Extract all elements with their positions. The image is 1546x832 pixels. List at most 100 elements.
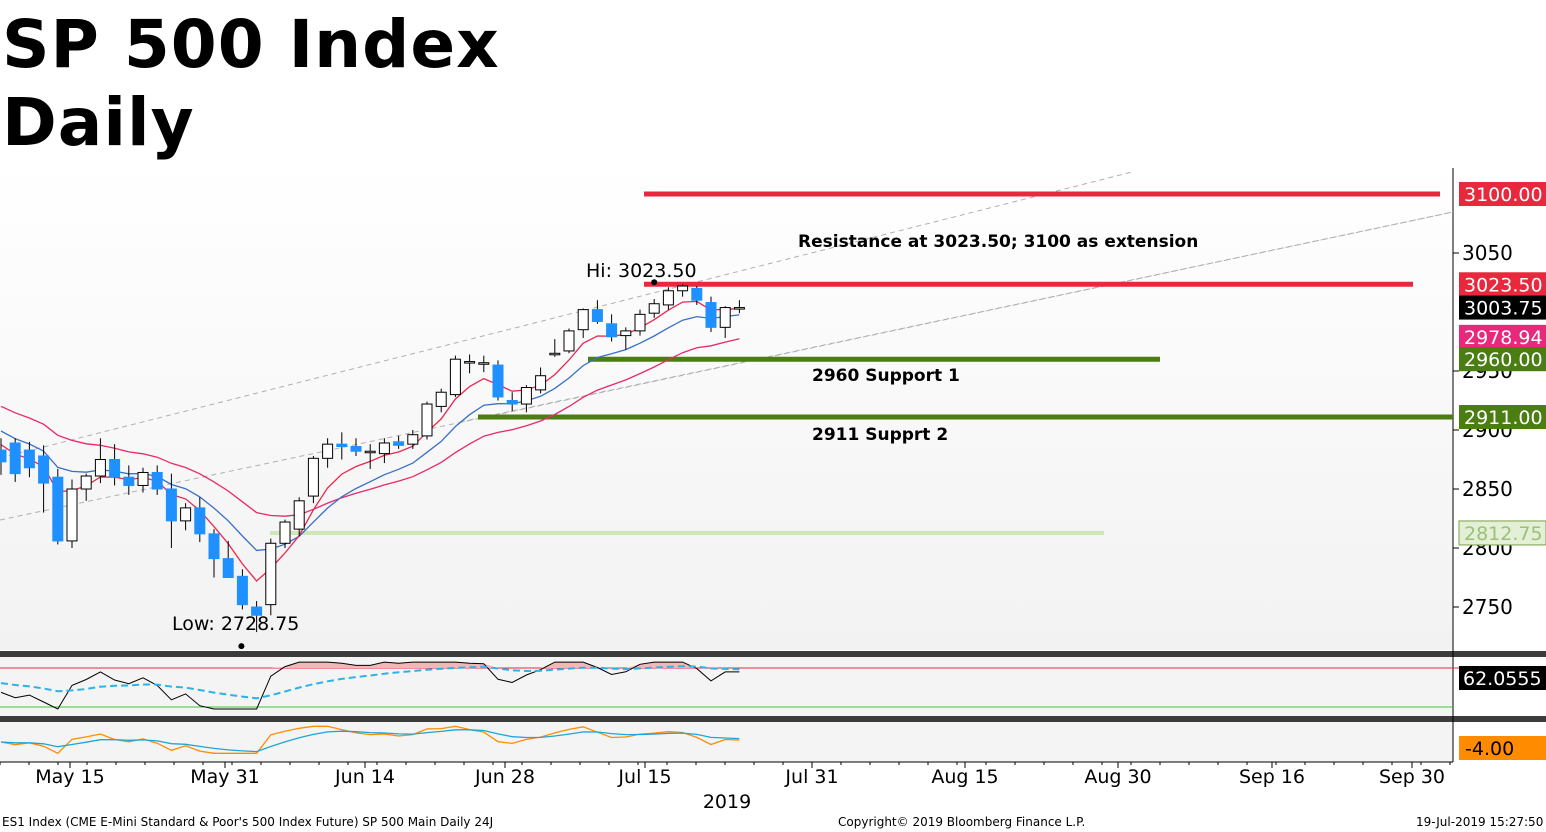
- candle-body: [506, 400, 518, 405]
- rsi-panel-bg: [0, 657, 1453, 717]
- candle-body: [293, 500, 305, 530]
- candle-body: [23, 449, 35, 469]
- y-tick-label: 3050: [1462, 241, 1513, 265]
- tag-3100-bg: [1459, 182, 1546, 206]
- oscillator-panel-bg: [0, 722, 1453, 762]
- footer-source: ES1 Index (CME E-Mini Standard & Poor's …: [2, 815, 494, 829]
- chart-subtitle: Daily: [2, 84, 195, 161]
- candle-body: [421, 403, 433, 437]
- candle-body: [279, 521, 291, 544]
- candle-body: [66, 488, 78, 542]
- annotation-low: Low: 2728.75: [172, 613, 299, 635]
- candle-body: [9, 442, 21, 475]
- candle-body: [180, 507, 192, 522]
- panel-separator: [0, 716, 1546, 722]
- x-tick-label: Aug 30: [1084, 766, 1151, 788]
- moving-average-slow: [0, 314, 740, 552]
- candle-body: [393, 441, 405, 446]
- annotation-support-2: 2911 Supprt 2: [812, 425, 948, 445]
- candle-body: [322, 443, 334, 459]
- rsi-overbought-fill: [1, 662, 740, 668]
- candle-body: [251, 606, 263, 616]
- tag-3023-bg: [1459, 272, 1546, 297]
- panel-separator: [0, 651, 1546, 657]
- oscillator-tag-bg: [1459, 736, 1546, 760]
- candle-body: [307, 457, 319, 497]
- candle-body: [94, 459, 106, 477]
- candle-body: [677, 285, 689, 292]
- low-marker: [238, 643, 245, 650]
- candle-body: [123, 476, 135, 486]
- x-tick-label: Jun 14: [334, 766, 395, 788]
- candle-body: [38, 455, 50, 484]
- oscillator-line-fast: [0, 725, 740, 755]
- candle-body: [208, 533, 220, 560]
- x-tick-label: Sep 30: [1379, 766, 1445, 788]
- tag-2911: 2911.00: [1464, 407, 1543, 429]
- candle-body: [520, 387, 532, 405]
- title-block: SP 500 Index Daily: [2, 6, 500, 162]
- candle-body: [407, 434, 419, 445]
- candle-body: [705, 302, 717, 328]
- candle-body: [577, 309, 589, 331]
- rsi-line: [0, 661, 740, 710]
- candle-body: [350, 446, 362, 452]
- tag-2960: 2960.00: [1464, 349, 1543, 371]
- tag-2911-bg: [1459, 405, 1546, 430]
- candle-body: [80, 475, 92, 490]
- tag-3023: 3023.50: [1464, 274, 1543, 296]
- candle-body: [662, 290, 674, 306]
- candle-body: [165, 488, 177, 522]
- candle-body: [336, 443, 348, 448]
- candle-body: [137, 471, 149, 486]
- y-tick-label: 2850: [1462, 477, 1513, 501]
- tag-last-price-bg: [1459, 295, 1546, 320]
- candle-body: [535, 375, 547, 391]
- y-tick-label: 2750: [1462, 595, 1513, 619]
- rsi-tag-bg: [1459, 666, 1546, 690]
- oscillator-line-slow: [0, 729, 740, 753]
- x-year-label: 2019: [703, 791, 751, 813]
- candle-body: [52, 476, 64, 542]
- trend-channel-upper: [0, 171, 1133, 459]
- candle-body: [222, 558, 234, 578]
- oscillator-tag-label: -4.00: [1465, 738, 1514, 760]
- x-tick-label: Sep 16: [1239, 766, 1305, 788]
- candle-body: [265, 542, 277, 606]
- candle-body: [549, 352, 561, 356]
- candle-body: [620, 330, 632, 337]
- tag-last-price: 3003.75: [1464, 298, 1543, 320]
- x-tick-label: May 31: [190, 766, 260, 788]
- tag-3100: 3100.00: [1464, 184, 1543, 206]
- candle-body: [492, 364, 504, 398]
- footer-timestamp: 19-Jul-2019 15:27:50: [1416, 815, 1544, 829]
- annotation-resistance: Resistance at 3023.50; 3100 as extension: [798, 232, 1198, 252]
- candle-body: [449, 358, 461, 396]
- candle-body: [109, 459, 121, 478]
- main-panel-bg: [0, 160, 1453, 650]
- tag-2812: 2812.75: [1464, 523, 1543, 545]
- candle-body: [151, 471, 163, 490]
- tag-ma: 2978.94: [1464, 327, 1543, 349]
- candle-body: [606, 323, 618, 338]
- tag-2960-bg: [1459, 347, 1546, 372]
- candle-body: [719, 307, 731, 328]
- chart-title: SP 500 Index: [2, 6, 500, 83]
- candle-body: [691, 287, 703, 301]
- candle-body: [364, 450, 376, 454]
- candle-body: [648, 303, 660, 314]
- candle-body: [733, 307, 745, 310]
- candle-body: [634, 313, 646, 332]
- x-tick-label: Jul 31: [784, 766, 838, 788]
- x-tick-label: Jul 15: [617, 766, 671, 788]
- candle-body: [378, 442, 390, 455]
- rsi-tag-label: 62.0555: [1463, 668, 1542, 690]
- high-marker: [651, 279, 658, 286]
- rsi-signal-line: [0, 665, 740, 700]
- candle-body: [236, 575, 248, 606]
- candle-body: [194, 507, 206, 535]
- trend-channel-lower: [459, 211, 1454, 423]
- tag-ma-bg: [1459, 324, 1546, 349]
- footer-copyright: Copyright© 2019 Bloomberg Finance L.P.: [838, 815, 1086, 829]
